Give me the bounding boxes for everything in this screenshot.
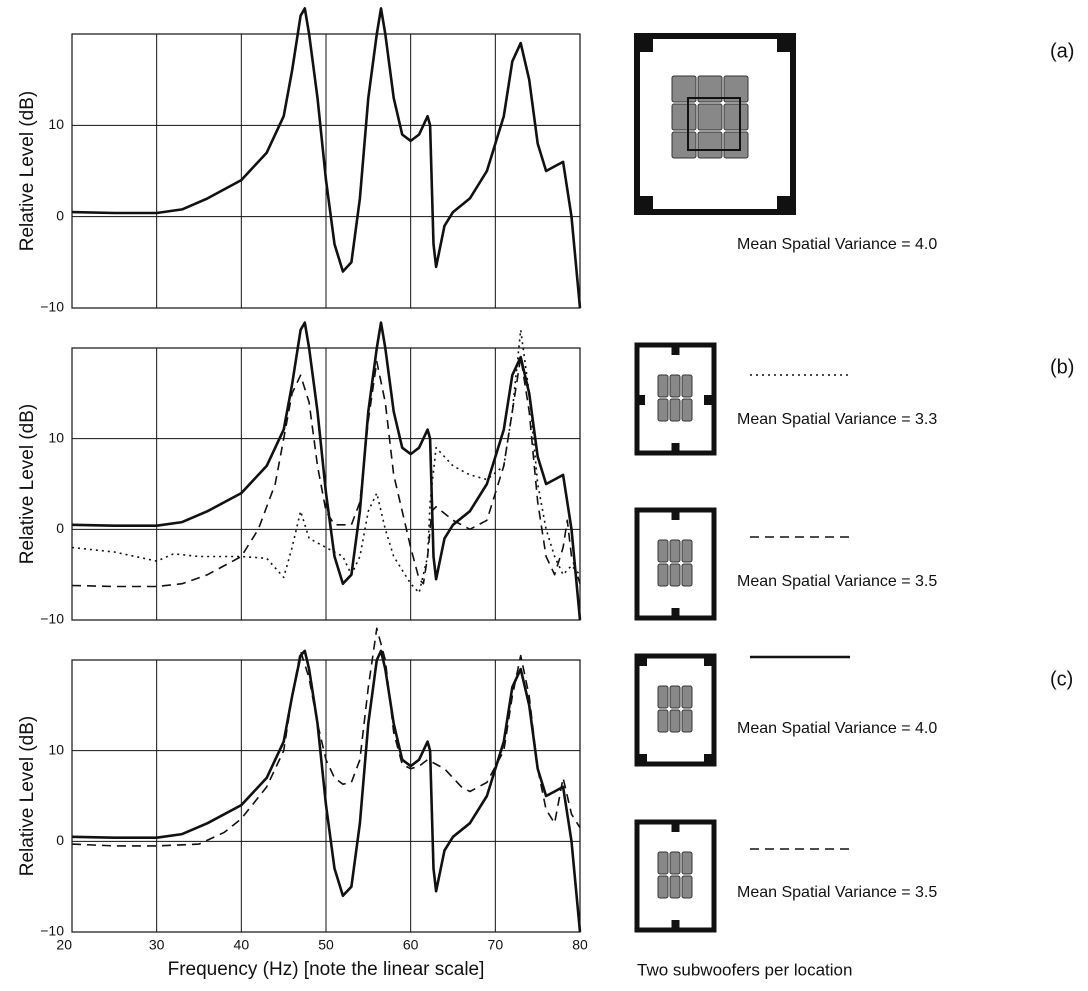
y-axis-label: Relative Level (dB): [17, 404, 38, 565]
room-mark: [637, 196, 653, 212]
subwoofer-icon: [657, 685, 669, 709]
subwoofer-icon: [657, 875, 669, 899]
room-mark: [637, 656, 647, 666]
subwoofer-icon: [657, 398, 669, 422]
y-tick-label: 10: [48, 429, 64, 445]
subwoofer-icon: [697, 131, 723, 159]
variance-label: Mean Spatial Variance = 3.3: [737, 411, 937, 428]
y-axis-label: Relative Level (dB): [17, 91, 38, 252]
subwoofer-icon: [657, 539, 669, 563]
x-tick-label: 70: [488, 937, 504, 953]
y-tick-label: 0: [56, 520, 64, 536]
subwoofer-icon: [681, 374, 693, 398]
x-axis-label: Frequency (Hz) [note the linear scale]: [168, 959, 485, 980]
y-tick-label: −10: [40, 299, 64, 315]
subwoofer-icon: [657, 851, 669, 875]
room-mark: [671, 822, 680, 832]
room-mark: [637, 754, 647, 764]
subwoofer-icon: [723, 131, 749, 159]
subwoofer-icon: [681, 851, 693, 875]
room-mark: [777, 196, 793, 212]
subwoofer-icon: [697, 75, 723, 103]
subwoofer-icon: [671, 103, 697, 131]
room-mark: [777, 36, 793, 52]
room-mark: [704, 395, 712, 405]
x-tick-label: 50: [318, 937, 334, 953]
subwoofer-icon: [697, 103, 723, 131]
y-tick-label: 0: [56, 207, 64, 223]
variance-label: Mean Spatial Variance = 3.5: [737, 884, 937, 901]
footnote: Two subwoofers per location: [637, 960, 852, 979]
subwoofer-icon: [657, 563, 669, 587]
subwoofer-icon: [669, 539, 681, 563]
variance-label: Mean Spatial Variance = 4.0: [737, 236, 937, 253]
x-tick-label: 60: [403, 937, 419, 953]
subwoofer-icon: [681, 539, 693, 563]
room-mark: [704, 656, 714, 666]
room-mark: [671, 608, 680, 618]
room-mark: [637, 395, 645, 405]
subwoofer-icon: [669, 374, 681, 398]
subwoofer-icon: [669, 709, 681, 733]
series-line: [71, 321, 582, 621]
subwoofer-icon: [681, 563, 693, 587]
subwoofer-icon: [657, 374, 669, 398]
room-mark: [671, 345, 680, 355]
subwoofer-icon: [681, 875, 693, 899]
y-tick-label: 0: [56, 832, 64, 848]
subwoofer-icon: [681, 685, 693, 709]
subwoofer-icon: [669, 851, 681, 875]
y-tick-label: 10: [48, 741, 64, 757]
subwoofer-icon: [671, 75, 697, 103]
subwoofer-icon: [669, 685, 681, 709]
room-mark: [637, 36, 653, 52]
subwoofer-icon: [681, 398, 693, 422]
room-inner: [687, 97, 741, 151]
subwoofer-icon: [681, 709, 693, 733]
room-mark: [671, 510, 680, 520]
subwoofer-icon: [657, 709, 669, 733]
panel-label: (b): [1050, 356, 1074, 378]
y-tick-label: −10: [40, 923, 64, 939]
x-tick-label: 20: [56, 937, 72, 953]
y-tick-label: 10: [48, 116, 64, 132]
panel-label: (c): [1050, 668, 1073, 690]
subwoofer-icon: [669, 875, 681, 899]
subwoofer-icon: [669, 398, 681, 422]
room-mark: [704, 754, 714, 764]
series-line: [71, 627, 581, 847]
variance-label: Mean Spatial Variance = 4.0: [737, 720, 937, 737]
series-line: [71, 356, 581, 588]
subwoofer-icon: [669, 563, 681, 587]
series-line: [71, 7, 582, 309]
room-mark: [671, 920, 680, 930]
subwoofer-icon: [723, 103, 749, 131]
subwoofer-icon: [723, 75, 749, 103]
x-tick-label: 40: [234, 937, 250, 953]
x-tick-label: 30: [149, 937, 165, 953]
y-axis-label: Relative Level (dB): [17, 716, 38, 877]
subwoofer-icon: [671, 131, 697, 159]
y-tick-label: −10: [40, 611, 64, 627]
panel-label: (a): [1050, 40, 1074, 62]
variance-label: Mean Spatial Variance = 3.5: [737, 573, 937, 590]
x-tick-label: 80: [572, 937, 588, 953]
room-mark: [671, 443, 680, 453]
